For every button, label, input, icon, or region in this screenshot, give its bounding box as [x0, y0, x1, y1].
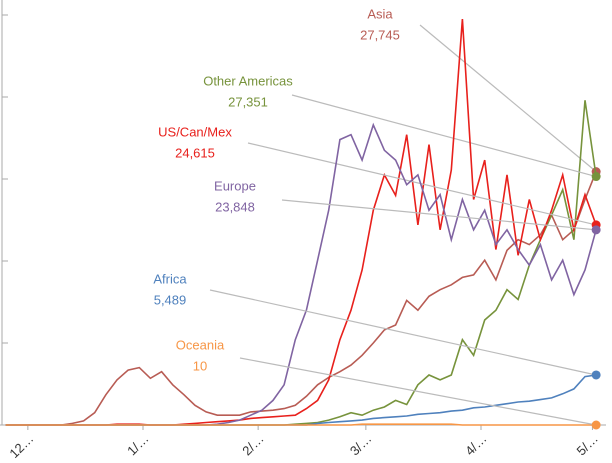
series-name: US/Can/Mex	[158, 124, 232, 139]
series-annotation: 5,489	[154, 292, 187, 307]
leader-line	[419, 24, 597, 173]
end-marker	[591, 172, 601, 182]
x-tick-label: 3/…	[347, 431, 374, 458]
series-annotation: 27,745	[360, 27, 400, 42]
x-tick-label: 12…	[6, 431, 36, 461]
x-tick-label: 4/…	[462, 431, 489, 458]
series-annotation: 24,615	[175, 145, 215, 160]
series-annotation: 27,351	[228, 94, 268, 109]
end-marker	[591, 420, 601, 430]
x-tick-label: 2/…	[239, 431, 266, 458]
series-name: Other Americas	[203, 73, 293, 88]
series-line	[5, 171, 597, 426]
series-line	[5, 423, 597, 426]
series-annotation: 23,848	[215, 199, 255, 214]
series-name: Africa	[153, 271, 187, 286]
series-name: Oceania	[176, 337, 225, 352]
series-annotation: 10	[193, 358, 207, 373]
series-name: Europe	[214, 178, 256, 193]
leader-line	[239, 357, 597, 426]
end-marker	[591, 370, 601, 380]
end-marker	[591, 225, 601, 235]
series-line	[5, 100, 597, 426]
series-line	[5, 122, 597, 426]
series-line	[5, 19, 597, 426]
leader-line	[209, 289, 597, 376]
leader-line	[281, 199, 597, 231]
x-tick-label: 1/…	[124, 431, 151, 458]
leader-line	[247, 142, 597, 226]
x-tick-label: 5/…	[574, 431, 601, 458]
leader-line	[291, 94, 597, 178]
series-name: Asia	[367, 6, 393, 21]
